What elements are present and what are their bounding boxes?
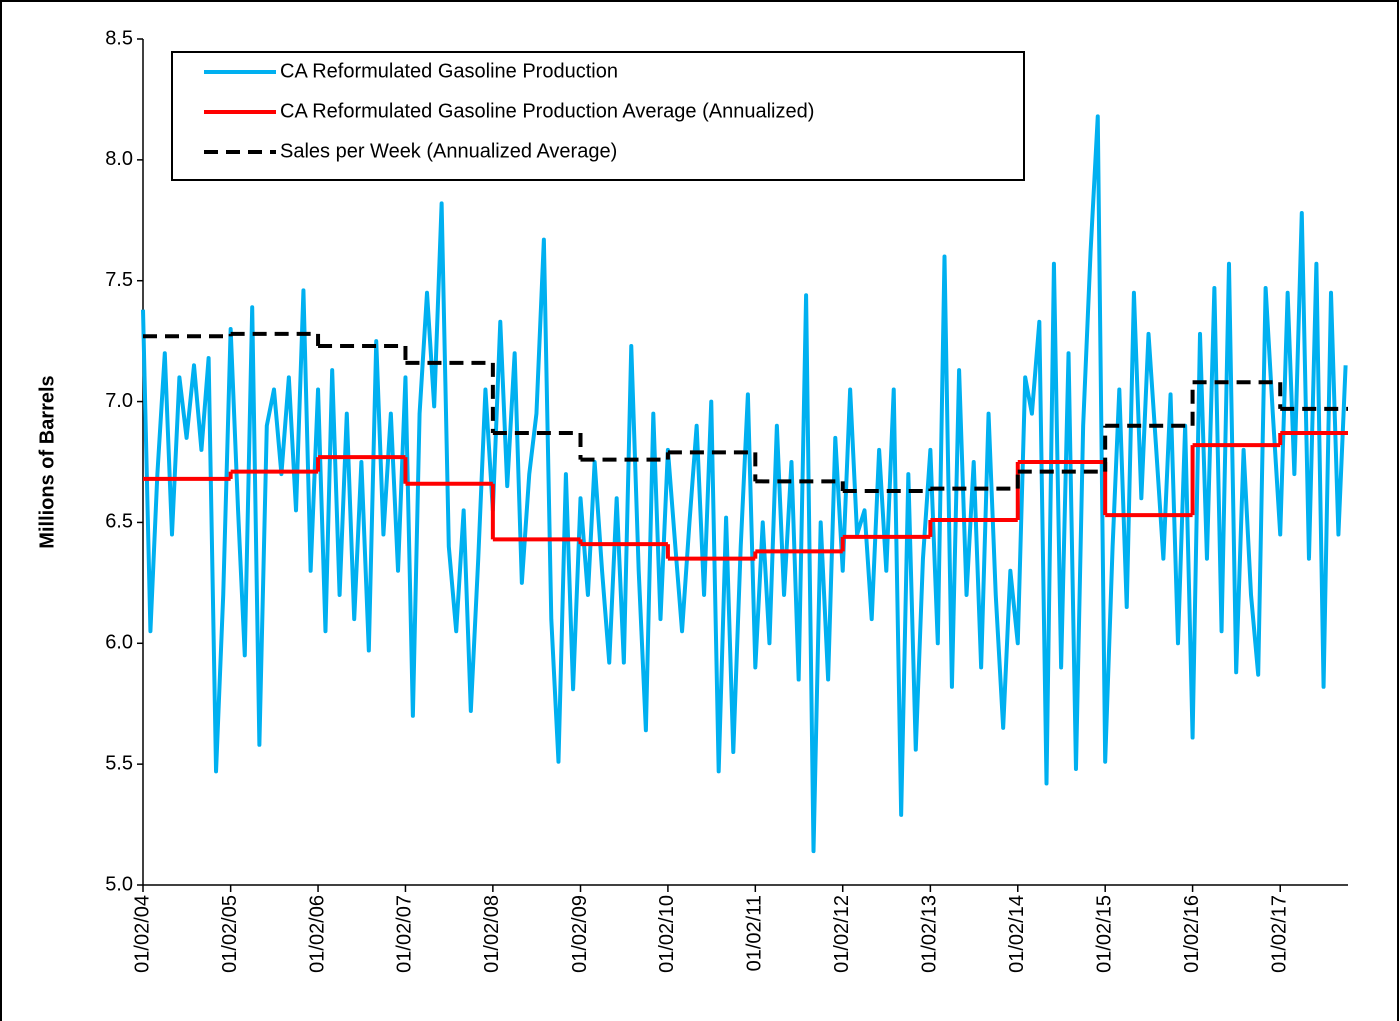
y-axis-label: Millions of Barrels (36, 375, 58, 548)
y-tick-label: 8.0 (105, 148, 133, 170)
x-tick-label: 01/02/09 (569, 895, 591, 973)
y-tick-label: 5.0 (105, 873, 133, 895)
x-tick-label: 01/02/15 (1093, 895, 1115, 973)
x-tick-label: 01/02/08 (481, 895, 503, 973)
y-tick-label: 5.5 (105, 752, 133, 774)
x-tick-label: 01/02/13 (919, 895, 941, 973)
x-tick-label: 01/02/04 (131, 895, 153, 973)
x-tick-label: 01/02/10 (656, 895, 678, 973)
y-tick-label: 7.0 (105, 390, 133, 412)
data-line (141, 114, 1348, 854)
y-tick-label: 6.0 (105, 632, 133, 654)
legend-label: CA Reformulated Gasoline Production Aver… (280, 100, 814, 122)
legend-label: CA Reformulated Gasoline Production (280, 60, 618, 82)
x-tick-label: 01/02/16 (1181, 895, 1203, 973)
x-tick-label: 01/02/17 (1269, 895, 1291, 973)
y-tick-label: 6.5 (105, 511, 133, 533)
y-tick-label: 7.5 (105, 269, 133, 291)
x-tick-label: 01/02/14 (1006, 895, 1028, 973)
y-tick-label: 8.5 (105, 27, 133, 49)
x-tick-label: 01/02/07 (394, 895, 416, 973)
x-tick-label: 01/02/05 (219, 895, 241, 973)
legend: CA Reformulated Gasoline Production CA Re… (171, 51, 1025, 181)
x-tick-label: 01/02/12 (831, 895, 853, 973)
x-tick-label: 01/02/06 (306, 895, 328, 973)
legend-box (171, 51, 1025, 181)
legend-label: Sales per Week (Annualized Average) (280, 140, 617, 162)
x-tick-label: 01/02/11 (744, 895, 766, 971)
